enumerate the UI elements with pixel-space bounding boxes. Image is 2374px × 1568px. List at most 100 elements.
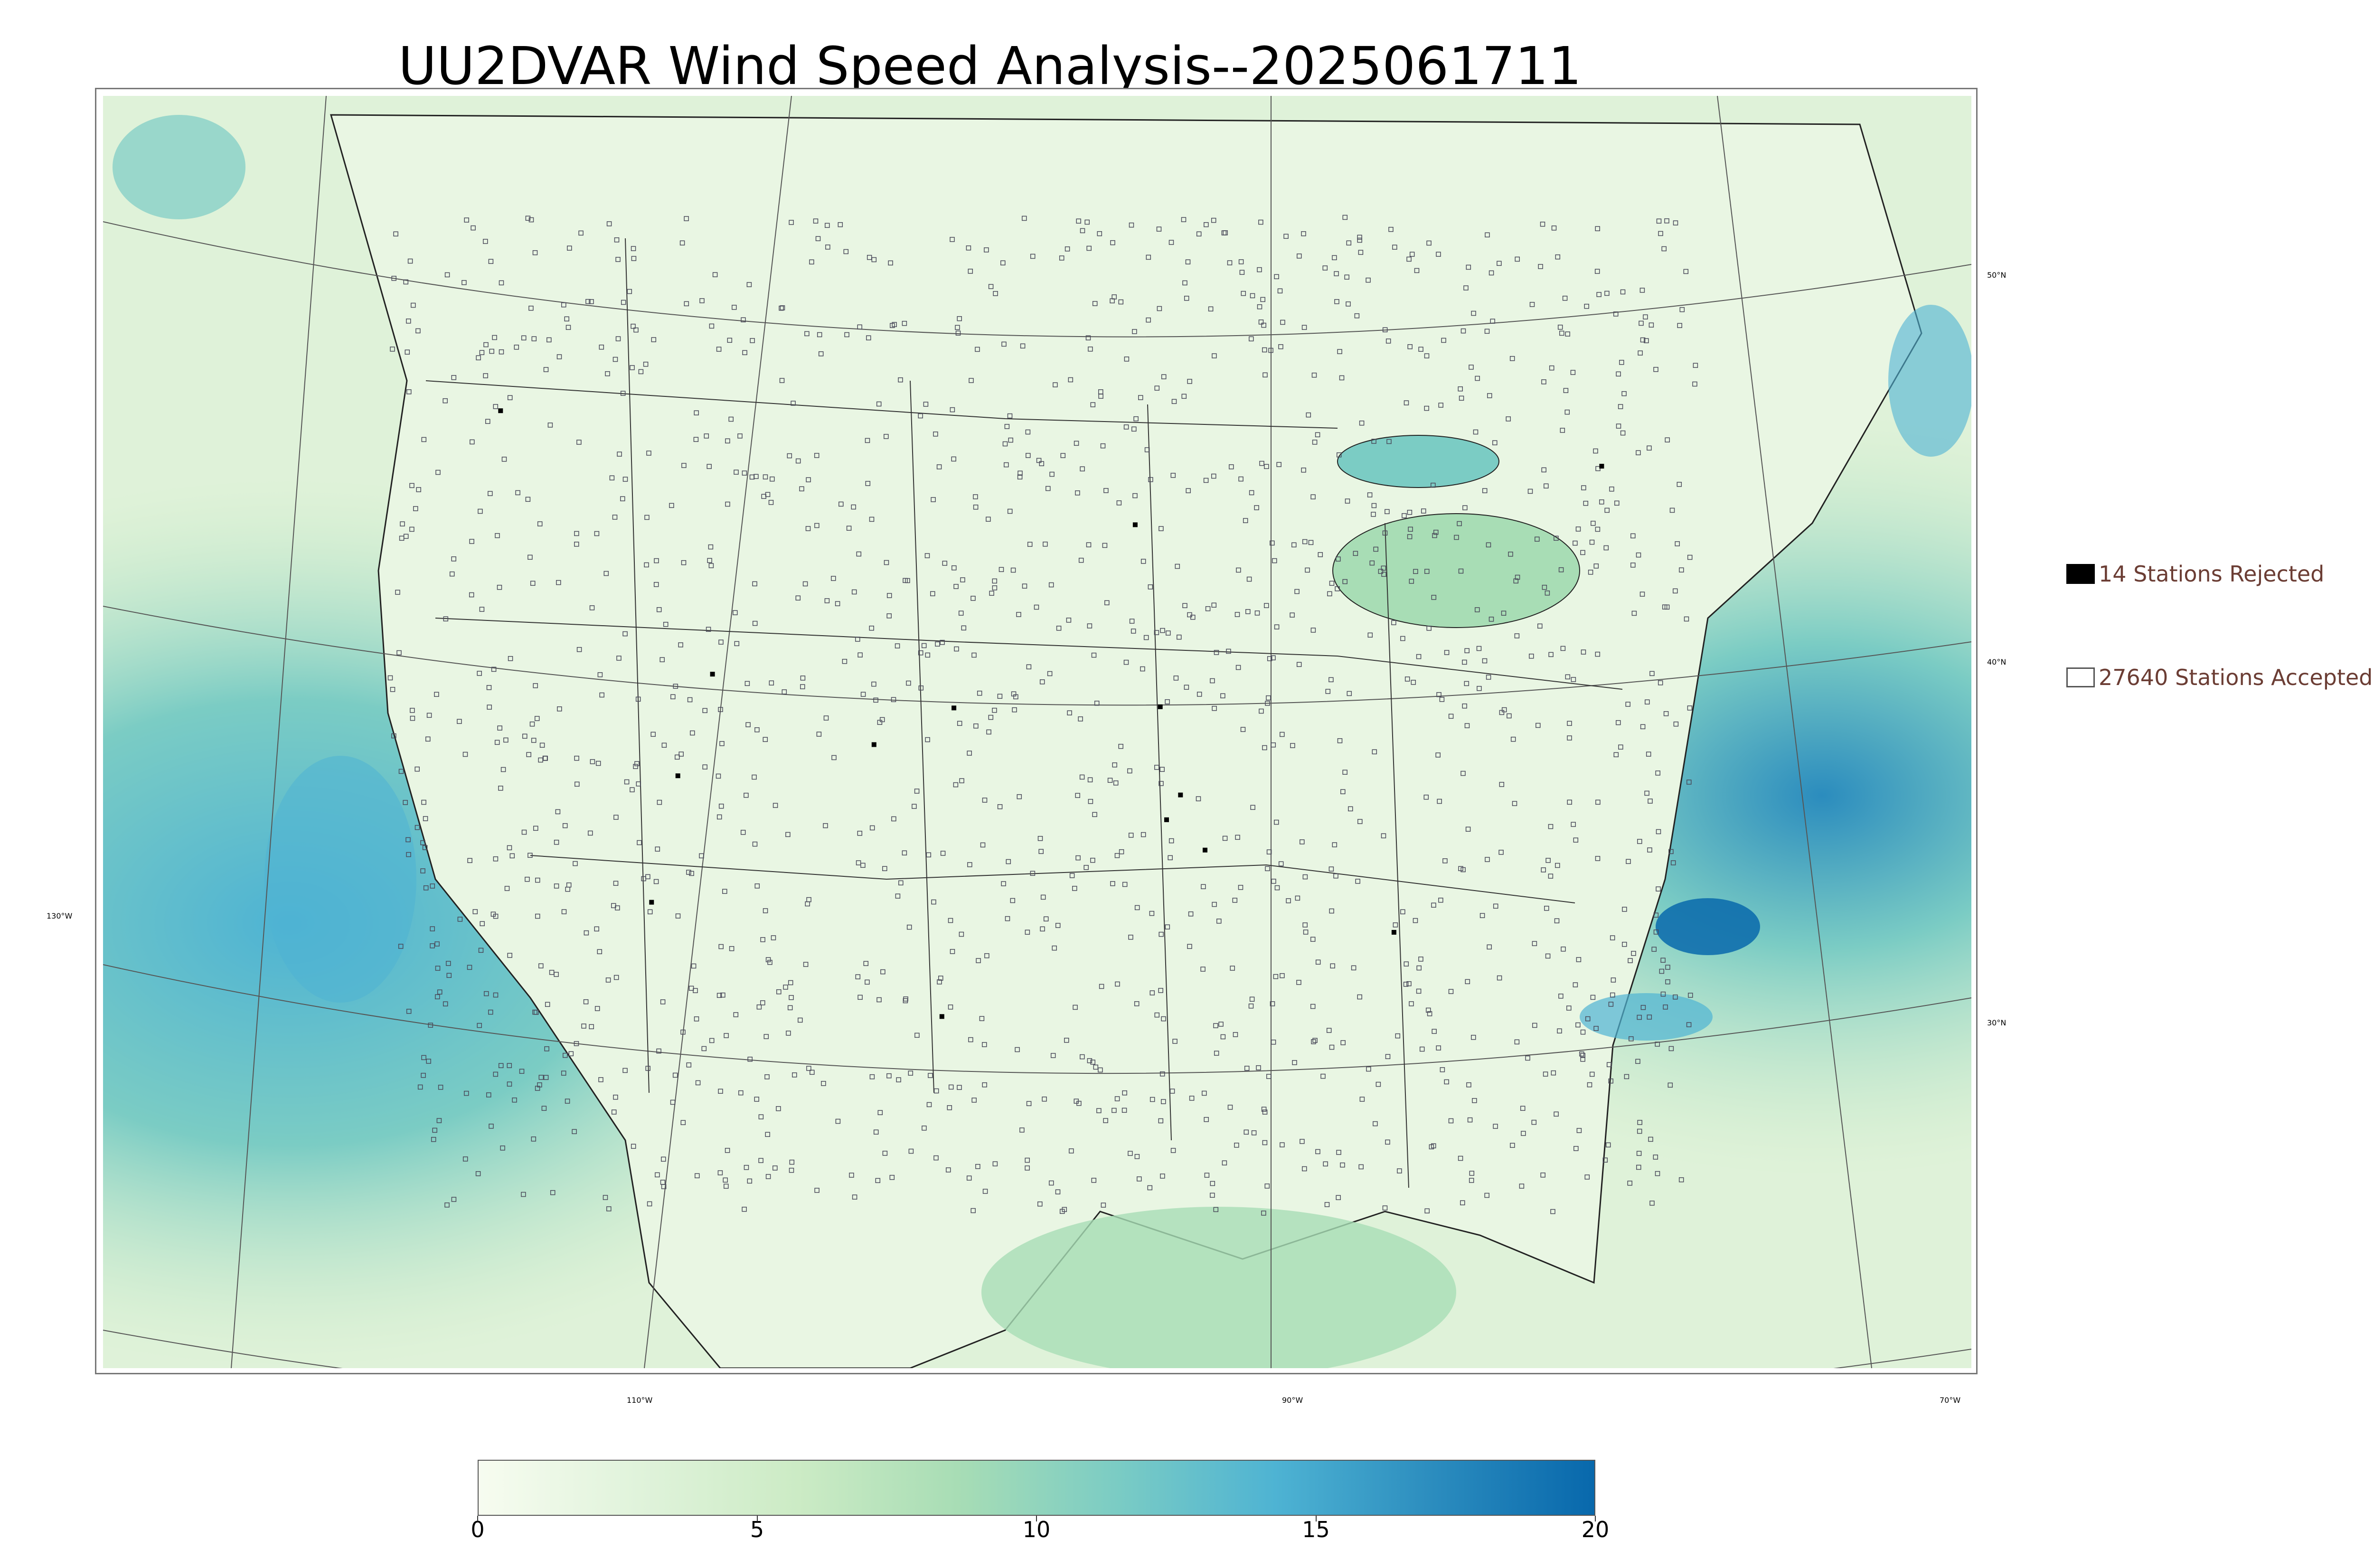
- station-accepted-marker: [672, 1072, 678, 1078]
- station-accepted-marker: [1091, 652, 1097, 658]
- station-accepted-marker: [1465, 826, 1471, 832]
- station-accepted-marker: [471, 225, 476, 231]
- station-accepted-marker: [937, 979, 942, 985]
- station-accepted-marker: [421, 1055, 426, 1061]
- station-accepted-marker: [1007, 413, 1013, 419]
- station-accepted-marker: [1514, 633, 1520, 638]
- station-accepted-marker: [1679, 307, 1685, 312]
- station-accepted-marker: [1212, 901, 1217, 907]
- station-accepted-marker: [1346, 240, 1352, 246]
- station-accepted-marker: [1551, 1070, 1556, 1076]
- station-accepted-marker: [767, 959, 772, 965]
- station-accepted-marker: [733, 610, 738, 615]
- station-accepted-marker: [914, 1033, 920, 1038]
- station-accepted-marker: [780, 305, 785, 310]
- station-accepted-marker: [1458, 568, 1464, 574]
- station-accepted-marker: [1359, 420, 1365, 426]
- station-accepted-marker: [555, 809, 561, 815]
- station-accepted-marker: [1656, 829, 1661, 835]
- station-accepted-marker: [1310, 937, 1316, 942]
- station-accepted-marker: [764, 1074, 770, 1080]
- station-accepted-marker: [1214, 650, 1219, 655]
- station-accepted-marker: [1381, 565, 1386, 571]
- station-accepted-marker: [1140, 666, 1145, 672]
- station-accepted-marker: [1302, 539, 1308, 545]
- station-accepted-marker: [988, 714, 994, 720]
- station-accepted-marker: [779, 378, 785, 383]
- station-accepted-marker: [1250, 293, 1255, 299]
- map-panel[interactable]: [95, 88, 1978, 1374]
- station-accepted-marker: [745, 722, 751, 727]
- station-accepted-marker: [1261, 1211, 1266, 1216]
- station-accepted-marker: [1238, 885, 1244, 890]
- station-accepted-marker: [1000, 260, 1006, 266]
- station-accepted-marker: [1030, 254, 1036, 259]
- station-accepted-marker: [740, 830, 746, 835]
- station-accepted-marker: [1249, 996, 1255, 1002]
- station-accepted-marker: [863, 961, 869, 966]
- station-accepted-marker: [1347, 691, 1352, 696]
- station-accepted-marker: [1454, 535, 1459, 540]
- station-accepted-marker: [613, 881, 619, 886]
- station-accepted-marker: [538, 963, 544, 968]
- station-accepted-marker: [1566, 1005, 1572, 1011]
- station-accepted-marker: [1437, 798, 1442, 804]
- station-accepted-marker: [1687, 554, 1693, 560]
- station-accepted-marker: [1464, 681, 1470, 686]
- station-accepted-marker: [1571, 677, 1576, 682]
- station-accepted-marker: [1575, 526, 1581, 532]
- station-accepted-marker: [1357, 994, 1362, 1000]
- station-accepted-marker: [1318, 552, 1323, 557]
- station-accepted-marker: [1407, 344, 1413, 349]
- station-accepted-marker: [572, 1129, 577, 1134]
- station-accepted-marker: [1618, 744, 1623, 750]
- station-accepted-marker: [792, 1072, 797, 1078]
- station-accepted-marker: [561, 1070, 566, 1076]
- station-accepted-marker: [1477, 685, 1482, 691]
- station-accepted-marker: [1065, 246, 1070, 252]
- rejected-swatch: [2066, 564, 2095, 584]
- station-accepted-marker: [1431, 902, 1436, 908]
- station-accepted-marker: [1175, 563, 1180, 569]
- station-accepted-marker: [884, 434, 889, 439]
- station-accepted-marker: [1062, 1207, 1067, 1212]
- station-accepted-marker: [810, 1070, 815, 1075]
- station-accepted-marker: [615, 257, 621, 262]
- station-accepted-marker: [1639, 592, 1645, 597]
- station-accepted-marker: [1039, 461, 1045, 466]
- station-accepted-marker: [1342, 215, 1348, 220]
- station-accepted-marker: [860, 863, 866, 868]
- station-accepted-marker: [528, 305, 534, 311]
- station-accepted-marker: [1159, 781, 1164, 786]
- station-accepted-marker: [1573, 837, 1579, 843]
- station-accepted-marker: [799, 486, 804, 491]
- station-accepted-marker: [1278, 344, 1283, 349]
- station-accepted-marker: [479, 607, 485, 612]
- station-accepted-marker: [637, 840, 642, 845]
- station-accepted-marker: [1402, 513, 1407, 518]
- station-accepted-marker: [765, 1174, 771, 1179]
- station-accepted-marker: [1049, 1180, 1054, 1186]
- station-accepted-marker: [457, 917, 463, 922]
- station-accepted-marker: [795, 458, 801, 464]
- station-accepted-marker: [1639, 288, 1645, 293]
- station-accepted-marker: [926, 1102, 932, 1108]
- station-accepted-marker: [1492, 440, 1498, 445]
- station-accepted-marker: [1258, 319, 1264, 325]
- station-accepted-marker: [656, 607, 662, 612]
- station-accepted-marker: [788, 980, 793, 986]
- station-accepted-marker: [922, 1126, 927, 1131]
- station-accepted-marker: [1467, 1117, 1473, 1123]
- station-accepted-marker: [521, 829, 527, 835]
- station-accepted-marker: [1473, 429, 1479, 435]
- station-accepted-marker: [1017, 794, 1022, 799]
- station-accepted-marker: [816, 732, 822, 737]
- station-accepted-marker: [754, 883, 760, 889]
- station-accepted-marker: [1640, 1005, 1646, 1010]
- station-accepted-marker: [1154, 630, 1159, 635]
- station-accepted-marker: [1426, 240, 1432, 246]
- station-accepted-marker: [742, 350, 747, 356]
- station-accepted-marker: [1519, 1183, 1525, 1189]
- station-accepted-marker: [426, 713, 432, 718]
- station-accepted-marker: [690, 730, 695, 736]
